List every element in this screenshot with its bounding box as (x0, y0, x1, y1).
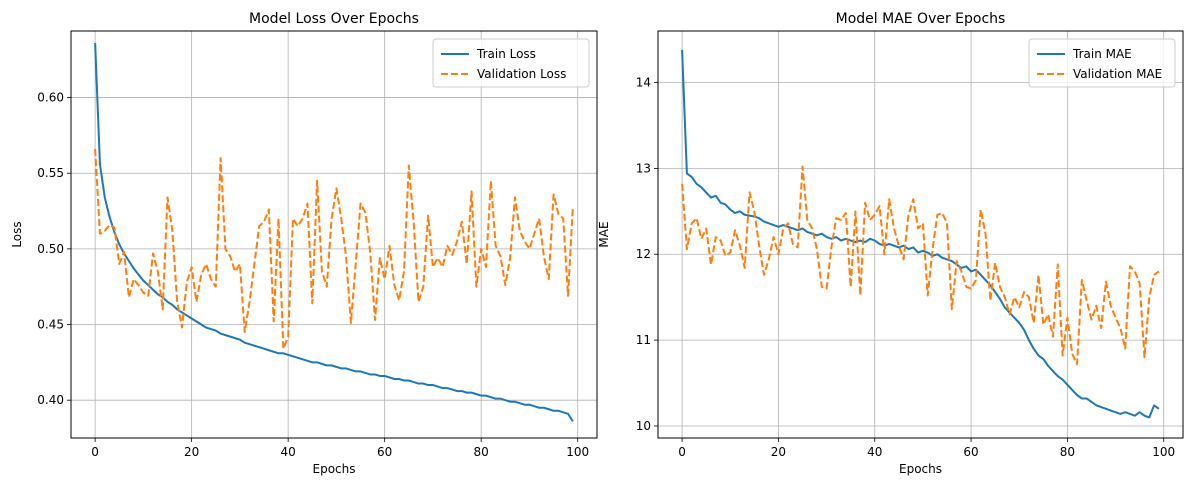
loss-y-tick-label: 0.40 (37, 393, 64, 407)
loss-x-tick-label: 60 (377, 445, 392, 459)
loss-x-tick-label: 20 (184, 445, 199, 459)
mae-y-tick-label: 14 (636, 76, 651, 90)
loss-y-tick-label: 0.60 (37, 91, 64, 105)
mae-y-tick-label: 13 (636, 161, 651, 175)
loss-series-validation-line (94, 148, 574, 350)
loss-y-tick-label: 0.55 (37, 166, 64, 180)
mae-x-tick-label: 0 (678, 445, 686, 459)
loss-series-train-line (94, 43, 574, 422)
loss-legend-label-train: Train Loss (476, 47, 536, 61)
mae-y-ticks: 10 11 12 13 14 (636, 76, 658, 433)
mae-chart-title: Model MAE Over Epochs (836, 11, 1006, 27)
mae-y-axis-label: MAE (597, 221, 611, 247)
loss-x-tick-label: 80 (474, 445, 489, 459)
loss-x-tick-label: 100 (566, 445, 589, 459)
mae-x-tick-label: 100 (1152, 445, 1175, 459)
loss-x-ticks: 0 20 40 60 80 100 (91, 438, 589, 459)
mae-x-axis-label: Epochs (899, 462, 942, 476)
mae-y-tick-label: 12 (636, 247, 651, 261)
loss-y-axis-label: Loss (10, 221, 24, 247)
mae-legend: Train MAE Validation MAE (1028, 38, 1176, 88)
mae-y-tick-label: 10 (636, 419, 651, 433)
loss-y-tick-label: 0.50 (37, 242, 64, 256)
loss-legend-box (432, 38, 590, 88)
mae-x-tick-label: 40 (867, 445, 882, 459)
mae-x-tick-label: 20 (771, 445, 786, 459)
mae-legend-box (1028, 38, 1176, 88)
loss-y-tick-label: 0.45 (37, 318, 64, 332)
mae-series-validation-line (681, 165, 1160, 366)
mae-panel: 0 20 40 60 80 100 10 11 12 13 14 Model MAE Over E… (597, 11, 1184, 476)
mae-series-train-line (681, 49, 1160, 419)
mae-x-ticks: 0 20 40 60 80 100 (678, 438, 1175, 459)
loss-legend: Train Loss Validation Loss (432, 38, 590, 88)
mae-plot-area (681, 49, 1160, 419)
loss-panel: 0 20 40 60 80 100 0.40 0.45 0.50 0.55 0.60 Model … (10, 11, 598, 476)
mae-axes-frame (657, 30, 1184, 439)
mae-legend-label-train: Train MAE (1072, 47, 1132, 61)
loss-legend-label-validation: Validation Loss (477, 67, 566, 81)
loss-y-ticks: 0.40 0.45 0.50 0.55 0.60 (37, 91, 71, 407)
mae-x-tick-label: 60 (963, 445, 978, 459)
loss-axes-frame (70, 30, 598, 439)
mae-x-tick-label: 80 (1060, 445, 1075, 459)
mae-y-tick-label: 11 (636, 333, 651, 347)
loss-x-tick-label: 0 (91, 445, 99, 459)
loss-grid (71, 31, 597, 438)
mae-grid (658, 31, 1183, 438)
loss-plot-area (94, 43, 574, 422)
loss-chart-title: Model Loss Over Epochs (249, 11, 419, 27)
loss-x-axis-label: Epochs (313, 462, 356, 476)
loss-x-tick-label: 40 (281, 445, 296, 459)
mae-legend-label-validation: Validation MAE (1073, 67, 1162, 81)
